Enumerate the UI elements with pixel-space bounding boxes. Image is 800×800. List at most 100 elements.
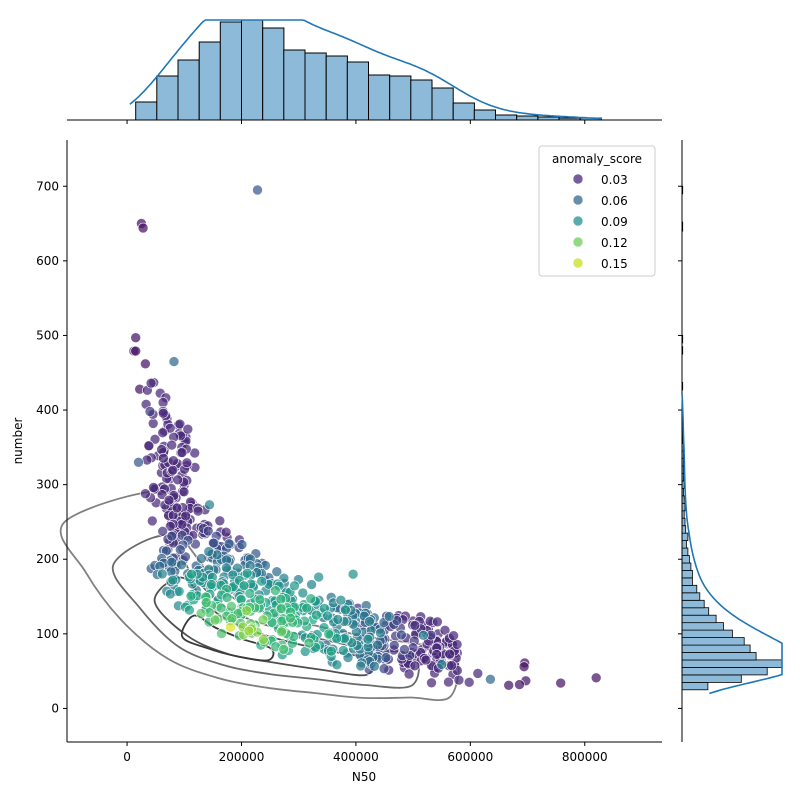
scatter-point <box>448 630 459 642</box>
top-histogram-bar <box>241 19 264 121</box>
legend-marker <box>572 257 584 269</box>
right-histogram-bar <box>681 607 710 616</box>
scatter-point <box>147 515 158 527</box>
right-histogram-bar <box>681 592 701 601</box>
scatter-point <box>171 502 183 514</box>
scatter-point <box>485 673 496 685</box>
scatter-point <box>323 628 335 640</box>
legend-marker <box>572 173 584 185</box>
scatter-point <box>409 620 421 631</box>
scatter-point <box>278 644 290 655</box>
scatter-point <box>431 649 443 660</box>
scatter-point <box>325 645 337 657</box>
right-histogram-bar <box>681 622 724 631</box>
scatter-point <box>168 455 179 467</box>
right-histogram-bar <box>681 674 742 683</box>
y-axis-label: number <box>11 418 25 465</box>
scatter-point <box>372 639 383 651</box>
x-tick-label: 0 <box>123 750 131 764</box>
scatter-point <box>244 588 256 599</box>
scatter-point <box>276 626 287 638</box>
right-histogram-bar <box>681 555 690 564</box>
scatter-point <box>202 525 214 537</box>
top-histogram-bar <box>516 115 539 121</box>
scatter-point <box>168 356 180 367</box>
scatter-point <box>149 433 161 445</box>
scatter-point <box>172 474 183 486</box>
scatter-point <box>144 406 156 417</box>
legend-title: anomaly_score <box>552 152 642 166</box>
x-tick-label: 400000 <box>333 750 379 764</box>
scatter-point <box>175 544 186 556</box>
scatter-point <box>140 488 151 500</box>
scatter-point <box>158 452 169 464</box>
y-tick-label: 700 <box>36 179 59 193</box>
legend-entries: 0.03 0.06 0.09 0.12 0.15 <box>572 173 628 271</box>
scatter-point <box>130 345 141 357</box>
legend-label: 0.15 <box>601 257 628 271</box>
scatter-point <box>383 611 395 622</box>
right-histogram-bar <box>681 599 705 609</box>
right-histogram-bar <box>681 681 709 691</box>
right-histogram-bar <box>681 629 733 638</box>
scatter-point <box>388 639 400 651</box>
y-tick-label: 200 <box>36 552 59 566</box>
scatter-point <box>301 602 313 614</box>
scatter-point <box>256 575 268 587</box>
scatter-point <box>403 668 415 680</box>
scatter-point <box>409 660 421 672</box>
right-histogram-bar <box>681 547 689 556</box>
scatter-point <box>148 482 159 493</box>
scatter-point <box>176 559 187 571</box>
legend-label: 0.09 <box>601 215 628 229</box>
legend-marker <box>572 236 584 248</box>
scatter-point <box>335 594 347 606</box>
scatter-point <box>443 676 454 688</box>
scatter-point <box>275 593 287 605</box>
right-histogram-bar <box>681 614 717 624</box>
scatter-points <box>128 184 602 691</box>
scatter-point <box>305 593 317 605</box>
scatter-point <box>209 614 221 626</box>
top-kde-curve <box>129 19 602 120</box>
scatter-point <box>362 633 374 645</box>
scatter-point <box>203 546 215 557</box>
scatter-point <box>206 579 217 590</box>
right-histogram-bar <box>681 525 687 534</box>
right-histogram-bar <box>681 584 698 594</box>
scatter-point <box>340 604 351 616</box>
scatter-point <box>241 605 252 617</box>
legend-label: 0.12 <box>601 236 628 250</box>
scatter-point <box>396 629 407 641</box>
top-histogram-bar <box>135 101 158 121</box>
scatter-point <box>143 440 155 452</box>
legend-marker <box>572 215 584 227</box>
scatter-point <box>225 621 236 633</box>
scatter-point <box>332 614 344 625</box>
scatter-point <box>418 629 429 641</box>
legend-box <box>538 145 656 277</box>
scatter-point <box>590 672 602 684</box>
scatter-point <box>178 486 190 498</box>
top-histogram-bar <box>368 74 391 121</box>
scatter-point <box>426 677 437 689</box>
scatter-point <box>355 660 367 672</box>
scatter-point <box>252 184 263 196</box>
scatter-point <box>322 610 333 622</box>
scatter-point <box>380 652 392 663</box>
scatter-point <box>195 608 207 619</box>
scatter-point <box>192 505 204 517</box>
scatter-point <box>204 499 215 511</box>
scatter-point <box>173 586 185 597</box>
scatter-point <box>184 604 195 616</box>
right-histogram-bar <box>681 667 768 676</box>
top-histogram-bar <box>177 59 200 121</box>
scatter-point <box>446 660 457 671</box>
scatter-point <box>378 663 390 675</box>
scatter-point <box>444 648 456 660</box>
right-histogram-bar <box>681 652 757 661</box>
scatter-point <box>297 587 309 599</box>
top-histogram-bar <box>283 49 306 121</box>
scatter-point <box>311 609 322 621</box>
x-tick-label: 600000 <box>447 750 493 764</box>
